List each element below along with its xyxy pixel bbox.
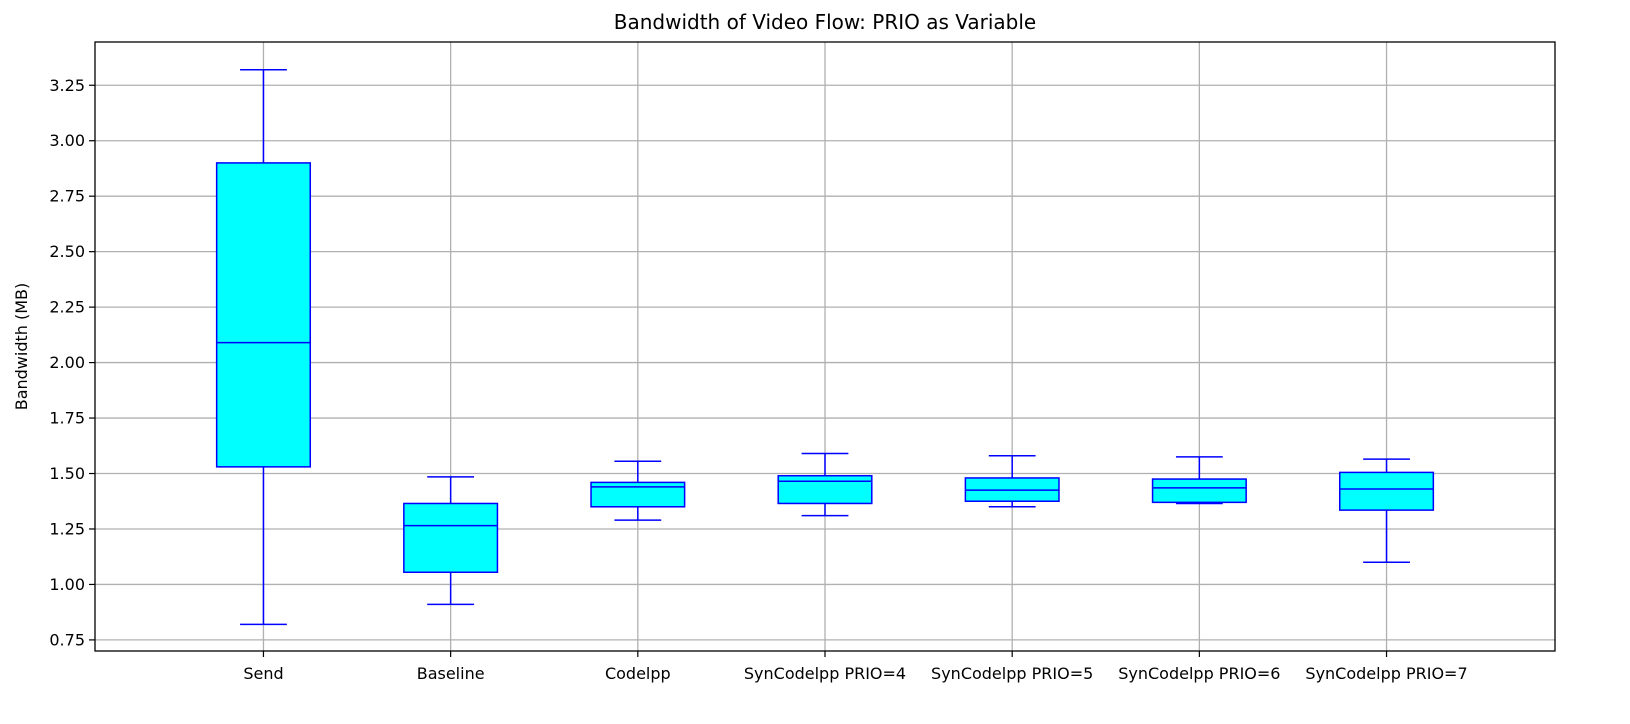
y-tick-label: 3.25 xyxy=(49,76,85,95)
box xyxy=(1151,478,1247,504)
box xyxy=(590,481,686,508)
box xyxy=(215,162,312,468)
box-plot xyxy=(215,68,312,626)
y-ticks: 0.75 1.00 1.25 1.50 1.75 2.00 2.25 2.50 2.75 3.00… xyxy=(49,76,95,649)
y-tick-label: 1.25 xyxy=(49,519,85,538)
box-plot xyxy=(777,452,873,517)
x-tick-label: Codelpp xyxy=(605,664,671,683)
y-tick-label: 3.00 xyxy=(49,131,85,150)
box xyxy=(403,502,499,573)
boxes xyxy=(215,68,1435,626)
box-plot xyxy=(1151,456,1247,505)
y-tick-label: 1.75 xyxy=(49,409,85,428)
box xyxy=(1338,471,1435,511)
box-plot xyxy=(964,455,1060,508)
box xyxy=(777,474,873,505)
box-plot xyxy=(1338,458,1435,564)
box-plot xyxy=(590,460,686,521)
y-tick-label: 2.00 xyxy=(49,353,85,372)
x-tick-label: Send xyxy=(243,664,283,683)
y-tick-label: 2.50 xyxy=(49,242,85,261)
y-tick-label: 1.50 xyxy=(49,464,85,483)
x-tick-label: Baseline xyxy=(417,664,485,683)
chart-title: Bandwidth of Video Flow: PRIO as Variabl… xyxy=(614,10,1036,34)
x-tick-label: SynCodelpp PRIO=4 xyxy=(744,664,906,683)
y-tick-label: 1.00 xyxy=(49,575,85,594)
y-axis-label: Bandwidth (MB) xyxy=(12,283,31,411)
x-tick-label: SynCodelpp PRIO=7 xyxy=(1305,664,1467,683)
y-tick-label: 2.25 xyxy=(49,298,85,317)
x-tick-label: SynCodelpp PRIO=5 xyxy=(931,664,1093,683)
y-tick-label: 0.75 xyxy=(49,630,85,649)
grid xyxy=(95,42,1555,651)
y-tick-label: 2.75 xyxy=(49,187,85,206)
box-plot xyxy=(403,476,499,606)
x-tick-label: SynCodelpp PRIO=6 xyxy=(1118,664,1280,683)
x-ticks: Send Baseline Codelpp SynCodelpp PRIO=4 SynC… xyxy=(243,651,1468,683)
